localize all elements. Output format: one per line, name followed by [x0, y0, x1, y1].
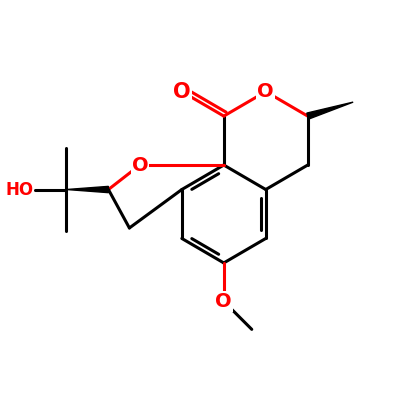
Text: HO: HO — [5, 180, 33, 198]
Text: O: O — [216, 292, 232, 311]
Text: O: O — [132, 156, 148, 174]
Polygon shape — [307, 102, 353, 119]
Text: O: O — [173, 82, 191, 102]
Polygon shape — [66, 186, 108, 193]
Text: O: O — [258, 82, 274, 101]
